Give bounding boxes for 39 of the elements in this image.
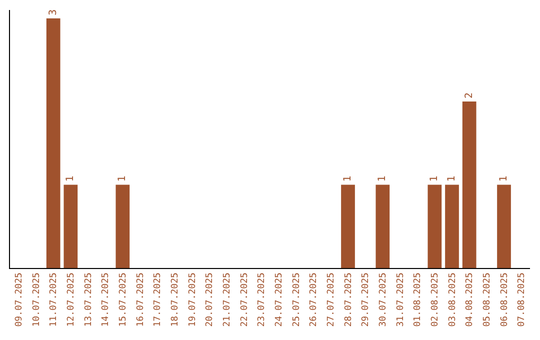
x-tick-label: 14.07.2025 [101, 272, 112, 327]
x-tick-label: 31.07.2025 [396, 272, 406, 327]
x-tick-label: 04.08.2025 [465, 272, 476, 327]
data-label: 1 [342, 176, 354, 182]
x-tick-label: 11.07.2025 [49, 272, 60, 327]
x-tick-label: 29.07.2025 [361, 272, 372, 327]
x-tick-label: 24.07.2025 [274, 272, 285, 327]
data-label: 1 [429, 176, 440, 182]
x-tick-label: 22.07.2025 [240, 272, 250, 327]
x-tick-label: 25.07.2025 [292, 272, 302, 327]
data-label: 1 [117, 176, 128, 182]
x-tick-label: 16.07.2025 [136, 272, 146, 327]
x-tick-label: 20.07.2025 [205, 272, 216, 327]
x-tick-label: 19.07.2025 [188, 272, 198, 327]
data-label: 3 [48, 9, 59, 16]
x-tick-label: 13.07.2025 [84, 272, 94, 327]
x-tick-label: 02.08.2025 [430, 272, 441, 327]
data-label: 1 [377, 176, 388, 182]
x-tick-label: 27.07.2025 [326, 272, 337, 327]
data-label: 1 [498, 176, 510, 182]
x-tick-label: 18.07.2025 [170, 272, 181, 327]
x-tick-label: 26.07.2025 [309, 272, 320, 327]
x-tick-label: 15.07.2025 [118, 272, 129, 327]
x-tick-label: 06.08.2025 [500, 272, 510, 327]
data-label: 2 [464, 92, 475, 99]
x-tick-label: 23.07.2025 [257, 272, 268, 327]
x-tick-label: 12.07.2025 [66, 272, 77, 327]
x-tick-label: 03.08.2025 [448, 272, 458, 327]
x-tick-label: 05.08.2025 [482, 272, 493, 327]
x-tick-label: 21.07.2025 [222, 272, 233, 327]
data-label: 1 [65, 176, 76, 182]
x-tick-label: 30.07.2025 [378, 272, 389, 327]
x-tick-label: 07.08.2025 [517, 272, 528, 327]
x-tick-label: 28.07.2025 [344, 272, 354, 327]
x-tick-label: 17.07.2025 [153, 272, 164, 327]
x-tick-label: 10.07.2025 [32, 272, 42, 327]
data-label: 1 [446, 176, 458, 182]
x-tick-label: 01.08.2025 [413, 272, 424, 327]
x-tick-label: 09.07.2025 [14, 272, 25, 327]
